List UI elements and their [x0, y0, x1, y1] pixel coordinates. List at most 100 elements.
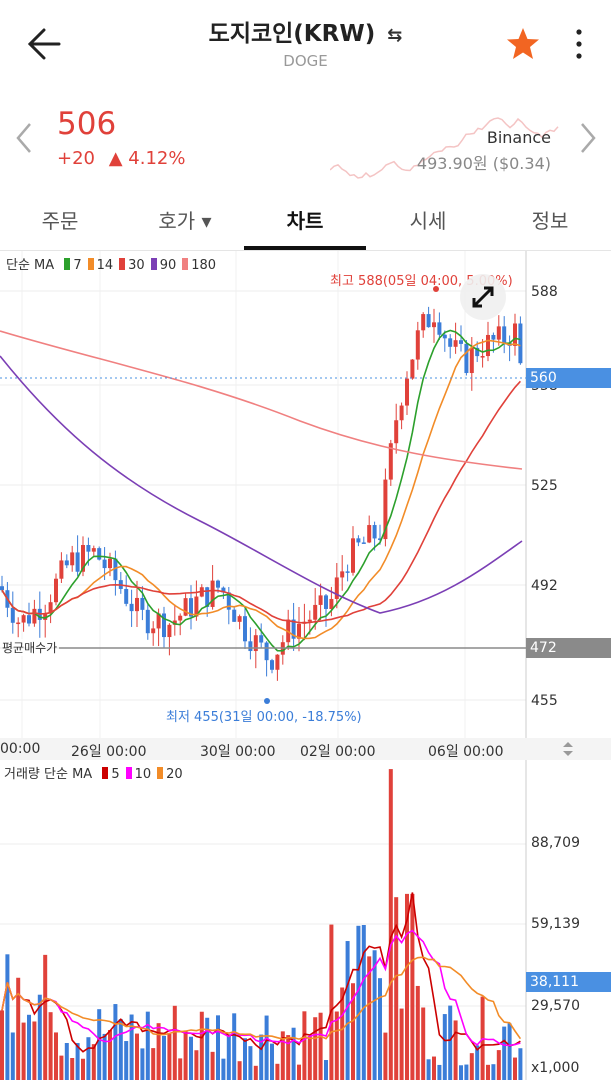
volume-bar [32, 1021, 37, 1080]
coin-title[interactable]: 도지코인(KRW) ⇆ [0, 14, 611, 48]
tab-divider [0, 250, 611, 251]
candle-body [243, 616, 247, 642]
volume-bar [486, 1064, 490, 1080]
volume-bar [372, 950, 377, 1080]
volume-bar [91, 1044, 96, 1080]
candle-body [102, 559, 107, 569]
price-chart[interactable] [0, 251, 611, 738]
volume-bar [135, 1033, 139, 1080]
avg-buy-label: 평균매수가 [0, 639, 60, 656]
candle-body [378, 538, 382, 540]
volume-bar [199, 1011, 204, 1080]
volume-bar [97, 1009, 102, 1080]
candle-body [0, 586, 4, 591]
volume-bar [183, 1031, 188, 1080]
candle-body [372, 525, 377, 539]
tab-chart[interactable]: 차트 [286, 209, 324, 233]
candle-body [205, 587, 210, 607]
volume-bar [21, 1022, 26, 1080]
volume-bar [145, 1011, 150, 1080]
exchange-price: 493.90원 ($0.34) [416, 154, 551, 173]
volume-bar [453, 1020, 458, 1080]
coin-symbol: DOGE [283, 52, 328, 70]
candle-body [145, 609, 150, 634]
candle-body [178, 615, 183, 621]
low-marker [264, 698, 270, 704]
volume-bar [307, 1036, 312, 1080]
volume-bar [237, 1061, 242, 1080]
star-icon[interactable] [506, 27, 540, 61]
vol-tick-unit: x1,000 [531, 1060, 580, 1076]
swap-icon[interactable]: ⇆ [387, 25, 403, 46]
candle-body [248, 641, 253, 652]
volume-bar [464, 1064, 469, 1080]
vol-tick-59139: 59,139 [531, 916, 580, 932]
back-icon[interactable] [26, 28, 62, 60]
volume-bar [226, 1034, 231, 1080]
candle-body [475, 347, 480, 357]
x-axis-bar [0, 738, 611, 760]
volume-bar [313, 1017, 318, 1080]
price-ma-label-4: 180 [191, 258, 217, 273]
ma-line-14 [1, 339, 521, 640]
candle-body [324, 595, 328, 609]
candle-body [464, 343, 469, 374]
resize-handle-icon[interactable] [561, 741, 575, 761]
volume-chart[interactable] [0, 760, 611, 1080]
candle-body [156, 613, 161, 629]
candle-body [410, 359, 415, 379]
volume-bar [329, 924, 334, 1080]
tab-quotes[interactable]: 시세 [409, 209, 447, 233]
candle-body [32, 608, 37, 624]
candle-body [124, 588, 129, 604]
vol-tick-88709: 88,709 [531, 835, 580, 851]
volume-bar [475, 1045, 480, 1080]
volume-bar [399, 1008, 404, 1080]
tab-info[interactable]: 정보 [531, 209, 569, 233]
candle-body [54, 578, 58, 603]
volume-bar [151, 1048, 156, 1080]
volume-bar [156, 1023, 161, 1080]
current-price: 506 [57, 106, 117, 142]
volume-ma-label-1: 10 [134, 767, 152, 782]
candle-body [291, 619, 296, 639]
volume-bar [507, 1023, 512, 1080]
prev-coin-icon[interactable] [14, 122, 34, 158]
volume-bar [367, 956, 372, 1080]
candle-body [270, 660, 274, 670]
more-icon[interactable] [574, 28, 584, 62]
candle-body [140, 597, 145, 610]
candle-body [108, 558, 112, 569]
tab-orderbook[interactable]: 호가 ▾ [158, 209, 212, 233]
volume-bar [81, 1058, 85, 1080]
volume-bar [129, 1014, 134, 1080]
candle-body [307, 619, 312, 622]
volume-bar [140, 1048, 145, 1080]
vol-ma-line-20 [1, 956, 522, 1040]
volume-bar [491, 1064, 496, 1080]
volume-bar [502, 1026, 507, 1080]
candle-body [437, 322, 442, 335]
volume-bar [64, 1043, 69, 1080]
volume-bar [124, 1041, 129, 1080]
volume-bar [496, 1050, 501, 1080]
volume-bar [513, 1057, 517, 1080]
candle-body [351, 538, 355, 573]
volume-bar [248, 1046, 253, 1080]
volume-bar [264, 1015, 269, 1080]
candle-body [518, 323, 523, 364]
tab-order[interactable]: 주문 [41, 209, 79, 233]
next-coin-icon[interactable] [578, 122, 598, 158]
exchange-name: Binance [486, 128, 551, 147]
volume-bar [469, 1053, 474, 1080]
x-tick-1: 26일 00:00 [71, 744, 147, 760]
volume-bar [86, 1037, 91, 1080]
candle-body [16, 622, 21, 625]
candle-body [151, 628, 156, 634]
candle-body [253, 635, 258, 652]
change-amount: +20 [57, 148, 95, 169]
volume-bar [43, 954, 48, 1080]
high-marker [433, 286, 439, 292]
y-tick-492: 492 [531, 578, 558, 594]
expand-icon[interactable] [460, 274, 506, 320]
